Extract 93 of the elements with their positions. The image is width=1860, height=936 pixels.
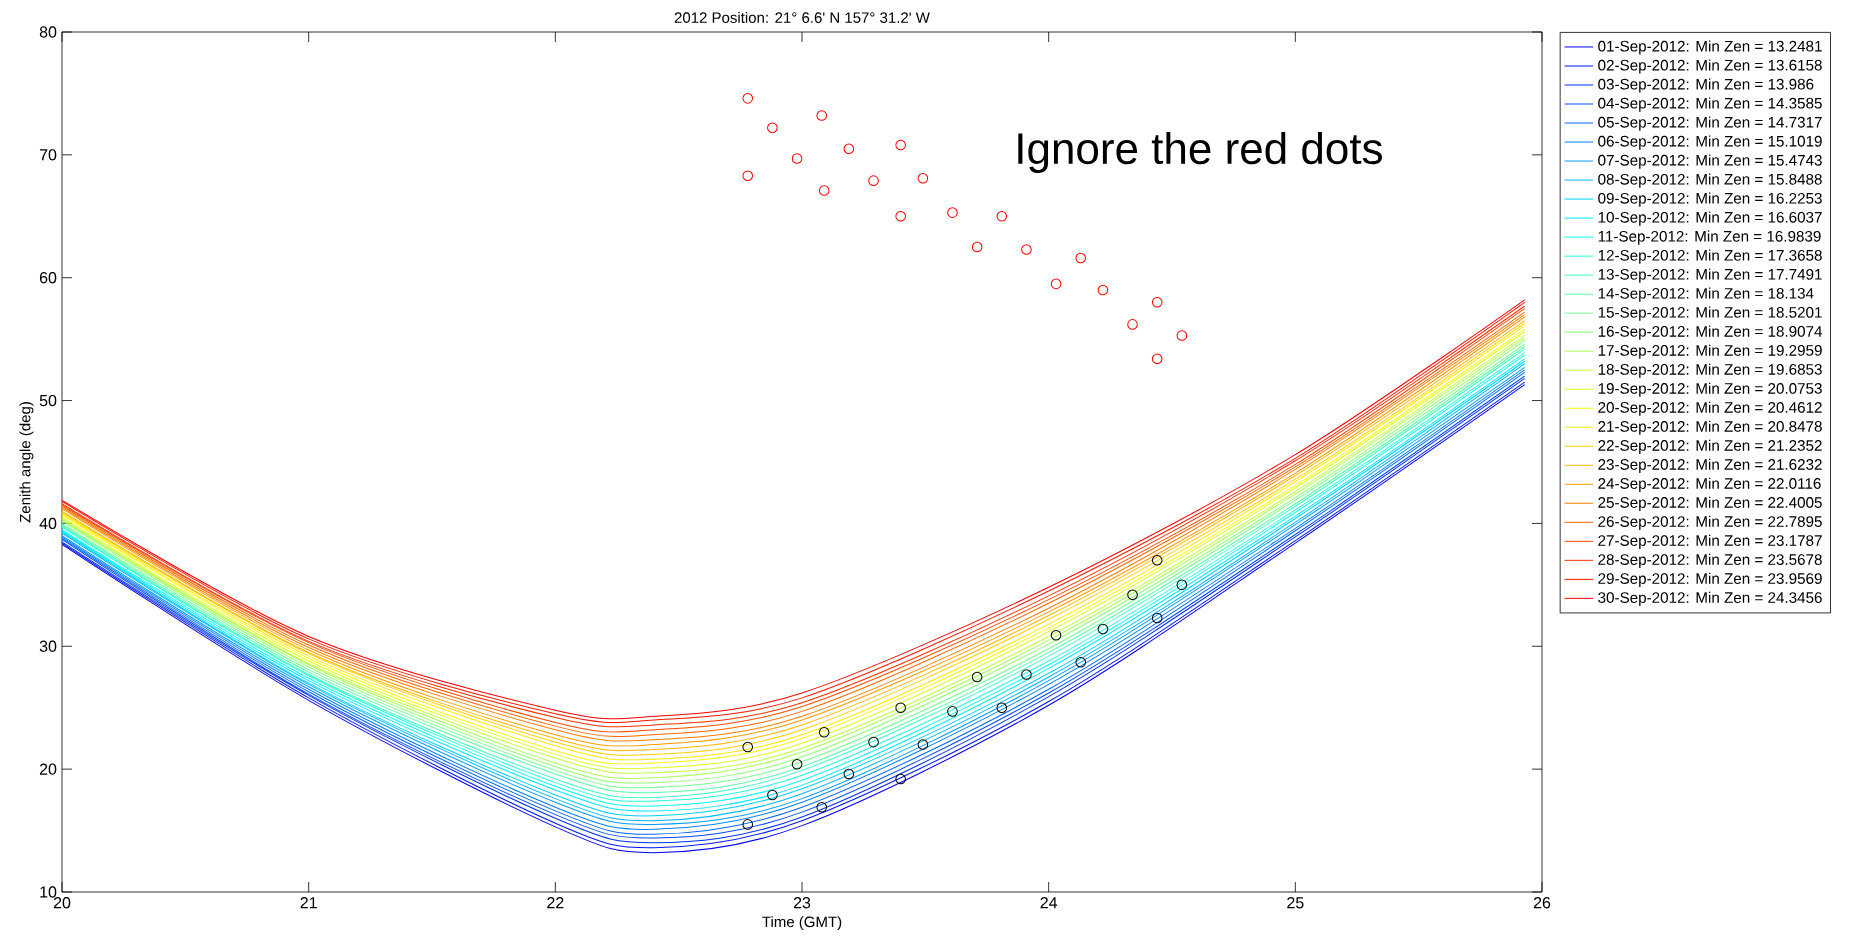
point [1075,656,1087,668]
point [1151,554,1163,566]
point [1050,278,1062,290]
point [742,741,754,753]
point [895,773,906,785]
point [818,726,830,738]
x-axis-title: Time (GMT) [762,916,842,931]
point [1097,284,1109,296]
legend-label: 02-Sep-2012: Min Zen = 13.6158 [1598,59,1822,74]
legend-label: 01-Sep-2012: Min Zen = 13.2481 [1598,40,1822,55]
legend-label: 18-Sep-2012: Min Zen = 19.6853 [1598,363,1822,378]
legend-label: 15-Sep-2012: Min Zen = 18.5201 [1598,306,1822,321]
point [816,110,828,121]
legend-label: 22-Sep-2012: Min Zen = 21.2352 [1598,439,1822,454]
point [791,153,803,164]
legend-label: 14-Sep-2012: Min Zen = 18.134 [1598,287,1814,302]
point [1050,629,1062,641]
legend-label: 09-Sep-2012: Min Zen = 16.2253 [1598,192,1822,207]
legend-label: 28-Sep-2012: Min Zen = 23.5678 [1598,553,1822,568]
legend-label: 12-Sep-2012: Min Zen = 17.3658 [1598,249,1822,264]
legend-label: 07-Sep-2012: Min Zen = 15.4743 [1598,154,1822,169]
point [767,122,778,134]
point [917,739,929,750]
point [947,706,958,717]
legend-label: 06-Sep-2012: Min Zen = 15.1019 [1598,135,1822,150]
legend-label: 25-Sep-2012: Min Zen = 22.4005 [1598,496,1822,511]
point [1151,612,1163,624]
point [1097,623,1109,635]
point [895,702,906,713]
legend-label: 23-Sep-2012: Min Zen = 21.6232 [1598,458,1822,473]
point [971,241,983,253]
point [767,789,778,801]
legend-label: 05-Sep-2012: Min Zen = 14.7317 [1598,116,1822,131]
annotation: Ignore the red dots [1018,131,1382,173]
point [742,170,754,182]
legend-label: 10-Sep-2012: Min Zen = 16.6037 [1598,211,1822,226]
point [868,175,879,186]
point [1151,353,1163,365]
y-tick-label: 30 [39,640,57,652]
y-tick-label: 60 [39,272,57,284]
x-tick-label: 25 [1287,897,1304,909]
point [895,139,906,151]
legend-label: 11-Sep-2012: Min Zen = 16.9839 [1598,230,1821,245]
point [1021,669,1032,680]
point [1127,319,1138,330]
point [895,210,906,222]
point [791,758,803,770]
legend-label: 03-Sep-2012: Min Zen = 13.986 [1598,78,1814,93]
point [868,736,879,748]
point [1075,252,1087,264]
legend-label: 27-Sep-2012: Min Zen = 23.1787 [1598,534,1822,549]
y-tick-label: 10 [40,886,57,898]
y-axis-title: Zenith angle (deg) [19,402,34,523]
y-tick-label: 80 [39,26,57,38]
y-tick-label: 40 [39,517,57,530]
legend-label: 19-Sep-2012: Min Zen = 20.0753 [1598,382,1822,397]
legend-label: 30-Sep-2012: Min Zen = 24.3456 [1598,591,1822,606]
point [971,671,983,683]
point [1127,589,1138,600]
legend-label: 04-Sep-2012: Min Zen = 14.3585 [1598,97,1822,112]
point [1151,296,1163,308]
x-tick-label: 20 [53,897,71,909]
legend-label: 13-Sep-2012: Min Zen = 17.7491 [1598,268,1822,283]
x-tick-label: 26 [1533,897,1551,909]
y-tick-label: 20 [39,763,57,775]
point [818,185,830,196]
point [843,768,855,780]
point [917,172,929,184]
x-tick-label: 24 [1040,897,1058,909]
legend-label: 24-Sep-2012: Min Zen = 22.0116 [1598,477,1821,492]
chart-title: 2012 Position: 21° 6.6' N 157° 31.2' W [674,11,930,23]
x-tick-label: 23 [793,897,811,909]
legend-label: 17-Sep-2012: Min Zen = 19.2959 [1598,344,1822,359]
x-tick-label: 22 [547,897,564,909]
legend-label: 29-Sep-2012: Min Zen = 23.9569 [1598,572,1822,587]
point [816,801,828,813]
point [742,819,754,830]
y-tick-label: 70 [39,149,57,161]
point [1176,330,1188,341]
point [742,93,754,104]
legend-label: 21-Sep-2012: Min Zen = 20.8478 [1598,420,1822,435]
point [996,210,1008,222]
point [1021,244,1032,255]
legend-label: 20-Sep-2012: Min Zen = 20.4612 [1598,401,1822,416]
legend-label: 26-Sep-2012: Min Zen = 22.7895 [1598,515,1822,530]
point [947,207,958,218]
point [996,702,1008,713]
point [1176,579,1188,591]
x-tick-label: 21 [300,897,317,909]
point [843,143,855,155]
legend-label: 08-Sep-2012: Min Zen = 15.8488 [1598,173,1822,188]
y-tick-label: 50 [39,394,57,407]
legend-label: 16-Sep-2012: Min Zen = 18.9074 [1598,325,1823,340]
